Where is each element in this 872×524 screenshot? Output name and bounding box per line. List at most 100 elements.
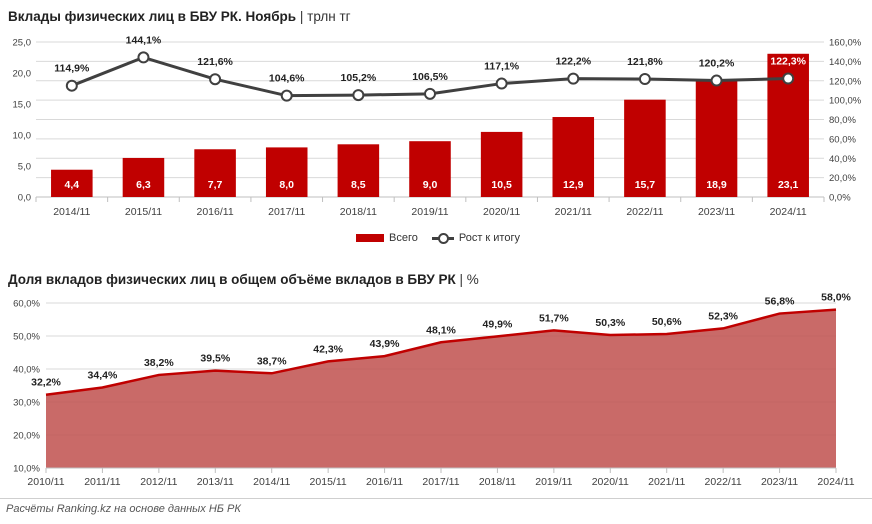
chart1-bar	[337, 144, 380, 197]
chart1-growth-label: 114,9%	[54, 63, 90, 75]
chart1-y2-tick-label: 140,0%	[829, 57, 862, 68]
chart2-x-tick-label: 2011/11	[84, 476, 121, 488]
chart2-x-tick-label: 2013/11	[197, 476, 234, 488]
chart1-growth-label: 117,1%	[484, 61, 520, 73]
chart1-x-tick-label: 2014/11	[53, 206, 90, 218]
chart1-growth-point	[352, 89, 365, 102]
chart2-x-tick-label: 2021/11	[648, 476, 685, 488]
chart2-x-tick-label: 2014/11	[253, 476, 290, 488]
chart1-growth-label: 106,5%	[412, 71, 448, 83]
chart1-x-tick-label: 2024/11	[770, 206, 807, 218]
chart1-x-tick-label: 2023/11	[698, 206, 735, 218]
chart2-area	[46, 309, 836, 468]
chart1-bar-label: 15,7	[635, 179, 656, 191]
chart1-y-tick-label: 20,0	[13, 69, 32, 80]
chart1-growth-point	[137, 51, 150, 64]
chart2-x-tick-label: 2022/11	[705, 476, 742, 488]
chart1-growth-point	[424, 87, 436, 100]
chart1-growth-label: 144,1%	[126, 34, 162, 46]
chart2-data-label: 42,3%	[313, 343, 343, 355]
chart1-bar-label: 7,7	[208, 179, 223, 191]
footer-divider	[0, 498, 872, 499]
chart1-bar	[265, 147, 308, 197]
chart1-growth-point	[638, 73, 651, 86]
chart1-y2-tick-label: 80,0%	[829, 115, 856, 126]
source-note: Расчёты Ranking.kz на основе данных НБ Р…	[6, 503, 241, 515]
chart2-x-tick-label: 2012/11	[140, 476, 177, 488]
chart1-bar-label: 18,9	[706, 179, 727, 191]
chart1-growth-point	[782, 72, 795, 85]
chart1-legend: Всего Рост к итогу	[356, 232, 520, 244]
chart1-growth-label: 121,8%	[627, 56, 663, 68]
chart2-y-tick-label: 50,0%	[13, 332, 40, 343]
chart2-data-label: 50,3%	[595, 317, 625, 329]
chart2-data-label: 56,8%	[765, 296, 795, 308]
chart2-data-label: 52,3%	[708, 310, 738, 322]
chart1-y2-tick-label: 60,0%	[829, 134, 856, 145]
chart1-bar	[480, 131, 523, 197]
chart2-x-tick-label: 2016/11	[366, 476, 403, 488]
chart2-x-tick-label: 2020/11	[592, 476, 629, 488]
chart1-x-tick-label: 2021/11	[555, 206, 592, 218]
chart2-data-label: 32,2%	[31, 377, 61, 389]
chart1-growth-label: 120,2%	[699, 58, 735, 70]
chart1-plot: 0,0% 20,0% 40,0% 60,0% 80,0% 100,0% 120,0% 140,…	[13, 34, 862, 218]
chart1-y2-tick-label: 20,0%	[829, 173, 856, 184]
legend-line-swatch	[431, 233, 454, 244]
chart1-growth-point	[280, 89, 293, 102]
chart2-x-tick-label: 2010/11	[27, 476, 64, 488]
chart2-x-tick-label: 2024/11	[817, 476, 854, 488]
chart2-data-label: 38,2%	[144, 357, 174, 369]
chart2-y-tick-label: 30,0%	[13, 398, 40, 409]
chart1-bar	[695, 79, 738, 197]
chart2-y-tick-label: 20,0%	[13, 431, 40, 442]
chart2-title: Доля вкладов физических лиц в общем объё…	[8, 272, 479, 287]
chart2-x-tick-label: 2023/11	[761, 476, 798, 488]
chart1-bar-label: 9,0	[423, 179, 438, 191]
chart2-data-label: 58,0%	[821, 292, 851, 304]
chart1-y2-tick-label: 0,0%	[829, 193, 851, 204]
chart1-y-tick-label: 10,0	[13, 131, 32, 142]
chart2-data-label: 48,1%	[426, 324, 456, 336]
chart2-data-label: 38,7%	[257, 355, 287, 367]
chart1-y-tick-label: 25,0	[13, 38, 32, 49]
chart1-growth-point	[710, 74, 723, 87]
chart1-growth-point	[567, 72, 580, 85]
chart1-x-tick-label: 2017/11	[268, 206, 305, 218]
chart1-x-tick-label: 2020/11	[483, 206, 520, 218]
chart2-data-label: 50,6%	[652, 316, 682, 328]
chart2-data-label: 43,9%	[370, 338, 400, 350]
chart1-x-tick-label: 2018/11	[340, 206, 377, 218]
chart2-y-tick-label: 10,0%	[13, 464, 40, 475]
chart2-y-tick-label: 40,0%	[13, 365, 40, 376]
chart1-bar	[552, 117, 595, 197]
chart1-growth-label: 122,3%	[770, 56, 806, 68]
chart2-line	[45, 308, 837, 396]
chart1-x-tick-label: 2015/11	[125, 206, 162, 218]
chart1-y2-tick-label: 160,0%	[829, 38, 862, 49]
chart1-bar-label: 10,5	[491, 179, 512, 191]
chart1-bar-label: 4,4	[65, 179, 80, 191]
chart1-growth-point	[495, 77, 508, 90]
chart1-bar	[409, 141, 451, 197]
legend-line-label: Рост к итогу	[458, 232, 520, 244]
chart1-bar	[122, 157, 165, 197]
chart1-growth-point	[65, 79, 78, 92]
legend-bar-swatch	[356, 234, 384, 242]
chart1-bar-label: 23,1	[778, 179, 799, 191]
chart2-x-tick-label: 2018/11	[479, 476, 516, 488]
chart1-y2-tick-label: 120,0%	[829, 76, 862, 87]
chart1-growth-point	[209, 73, 222, 86]
chart1-y-tick-label: 5,0	[18, 162, 31, 173]
chart2-data-label: 39,5%	[200, 353, 230, 365]
chart1-x-tick-label: 2019/11	[411, 206, 448, 218]
chart1-title: Вклады физических лиц в БВУ РК. Ноябрь |…	[8, 9, 351, 24]
chart1-bar-label: 6,3	[136, 179, 151, 191]
chart1-y2-tick-label: 40,0%	[829, 154, 856, 165]
chart1-y-tick-label: 15,0	[13, 100, 32, 111]
chart2-data-label: 51,7%	[539, 312, 569, 324]
chart1-growth-label: 105,2%	[341, 72, 377, 84]
chart2-x-tick-label: 2015/11	[310, 476, 347, 488]
chart2-plot: 10,0% 20,0% 30,0% 40,0% 50,0% 60,0% 2010/11 32,…	[13, 292, 855, 488]
chart1-bar	[51, 169, 93, 197]
